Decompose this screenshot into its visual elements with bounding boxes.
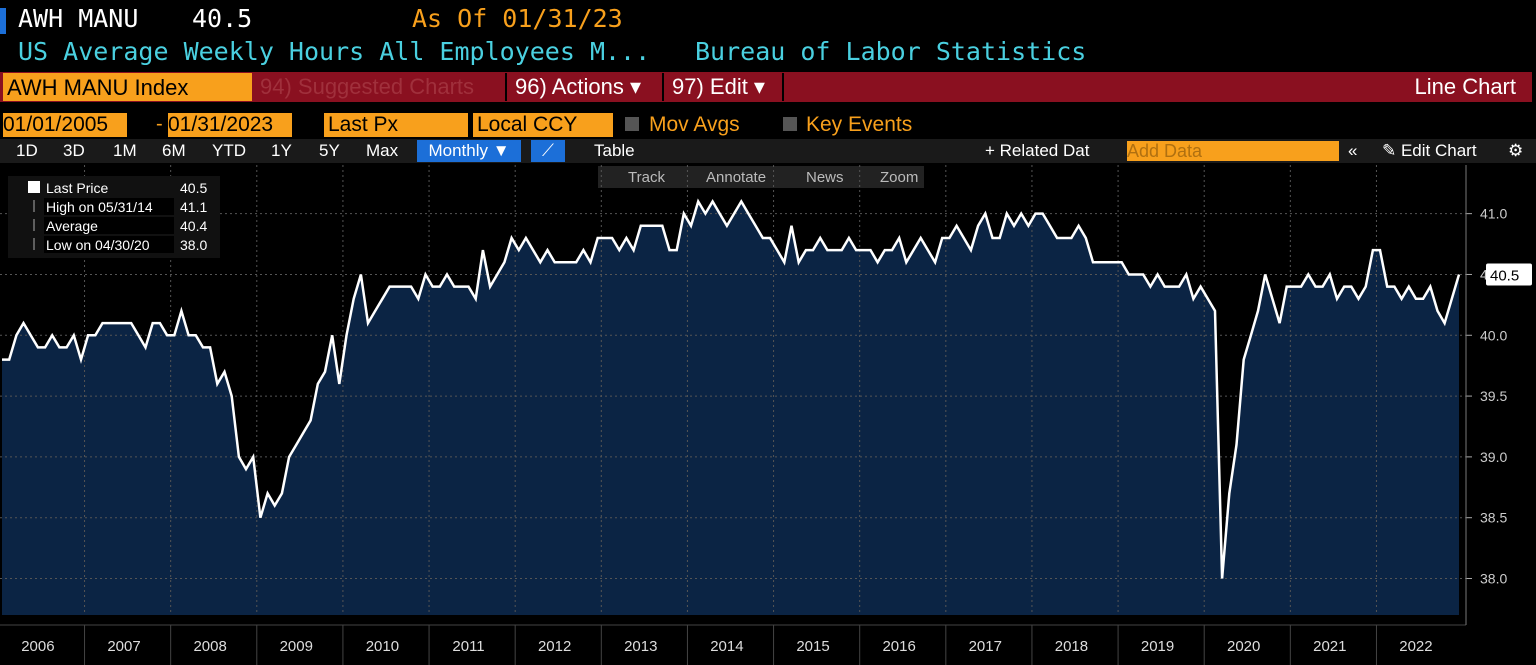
add-data[interactable]: Add Data: [1127, 141, 1339, 161]
settings[interactable]: ⚙: [1508, 141, 1524, 160]
legend-swatch: [28, 181, 40, 193]
legend-label: Low on 04/30/20: [46, 237, 150, 253]
tools-bg: [598, 166, 924, 188]
chart: Track Annotate News Zoom 38.0 38.5 39.0 39.5 40…: [0, 165, 1536, 665]
x-tick-label: 2010: [366, 638, 399, 655]
last-value-badge: [1486, 263, 1532, 286]
x-tick-label: 2021: [1313, 638, 1346, 655]
y-tick-label: 39.0: [1480, 449, 1507, 465]
x-tick-label: 2022: [1399, 638, 1432, 655]
suggested-charts[interactable]: 94) Suggested Charts: [260, 74, 475, 99]
end-date[interactable]: 01/31/2023: [168, 113, 292, 137]
period-button[interactable]: Max: [366, 141, 399, 160]
x-tick-label: 2015: [796, 638, 829, 655]
x-tick-label: 2008: [193, 638, 226, 655]
legend-value: 40.4: [180, 218, 207, 234]
x-tick-label: 2013: [624, 638, 657, 655]
x-tick-label: 2014: [710, 638, 743, 655]
edit-chart[interactable]: ✎ Edit Chart: [1382, 141, 1477, 160]
date-dash: -: [156, 113, 163, 135]
legend-label: Average: [46, 218, 98, 234]
field-select[interactable]: Last Px: [324, 113, 468, 137]
collapse[interactable]: «: [1348, 141, 1358, 160]
y-tick-label: 39.5: [1480, 388, 1507, 404]
function-bar: [0, 72, 1532, 102]
period-button[interactable]: 6M: [162, 141, 186, 160]
legend-label: Last Price: [46, 180, 108, 196]
price: 40.5: [192, 4, 253, 33]
description: US Average Weekly Hours All Employees M.…: [18, 37, 651, 66]
last-value-label: 40.5: [1490, 267, 1519, 284]
frequency[interactable]: Monthly ▼: [417, 140, 521, 162]
period-button[interactable]: 1D: [16, 141, 38, 160]
edit-menu[interactable]: 97) Edit ▾: [662, 73, 784, 101]
currency-select[interactable]: Local CCY: [473, 113, 613, 137]
edit-chart-label[interactable]: Edit Chart: [1400, 141, 1477, 160]
marker: [0, 8, 6, 34]
x-tick-label: 2016: [882, 638, 915, 655]
security-input[interactable]: AWH MANU Index: [3, 73, 252, 101]
x-tick-label: 2007: [107, 638, 140, 655]
checkbox[interactable]: [625, 117, 639, 131]
x-tick-label: 2019: [1141, 638, 1174, 655]
chart-tool[interactable]: Track: [628, 169, 665, 186]
legend-value: 40.5: [180, 180, 207, 196]
x-tick-label: 2011: [452, 638, 484, 655]
start-date[interactable]: 01/01/2005: [3, 113, 127, 137]
area-fill: [2, 201, 1459, 615]
x-tick-label: 2020: [1227, 638, 1260, 655]
x-tick-label: 2009: [280, 638, 313, 655]
actions-menu[interactable]: 96) Actions ▾: [505, 73, 667, 101]
legend-label: High on 05/31/14: [46, 199, 153, 215]
period-button[interactable]: 3D: [63, 141, 85, 160]
line-icon[interactable]: ⟋: [531, 140, 565, 162]
period-button[interactable]: 1M: [113, 141, 137, 160]
legend-row-bg: [44, 217, 174, 234]
legend-row-bg: [44, 198, 174, 215]
price-line: [2, 198, 1461, 579]
chart-tool[interactable]: Annotate: [706, 169, 766, 186]
checkbox[interactable]: [783, 117, 797, 131]
source: Bureau of Labor Statistics: [695, 37, 1087, 66]
y-tick-label: 41.0: [1480, 206, 1507, 222]
period-button[interactable]: YTD: [212, 141, 246, 160]
y-tick-label: 38.0: [1480, 571, 1507, 587]
ticker: AWH MANU: [18, 4, 139, 33]
chart-type[interactable]: Line Chart: [1414, 74, 1516, 99]
y-tick-label: 38.5: [1480, 510, 1507, 526]
related-data[interactable]: + Related Dat: [985, 141, 1090, 160]
legend-value: 38.0: [180, 237, 207, 253]
x-tick-label: 2018: [1055, 638, 1088, 655]
as-of: As Of 01/31/23: [412, 4, 623, 33]
table-button[interactable]: Table: [594, 141, 635, 160]
x-tick-label: 2006: [21, 638, 54, 655]
period-button[interactable]: 1Y: [271, 141, 292, 160]
mov-avgs[interactable]: Mov Avgs: [649, 113, 740, 136]
period-button[interactable]: 5Y: [319, 141, 340, 160]
y-tick-label: 40.0: [1480, 327, 1507, 343]
x-tick-label: 2017: [969, 638, 1002, 655]
key-events[interactable]: Key Events: [806, 113, 913, 136]
chart-tool[interactable]: News: [806, 169, 844, 186]
legend-row-bg: [44, 236, 174, 253]
x-tick-label: 2012: [538, 638, 571, 655]
legend-value: 41.1: [180, 199, 207, 215]
chart-tool[interactable]: Zoom: [880, 169, 918, 186]
